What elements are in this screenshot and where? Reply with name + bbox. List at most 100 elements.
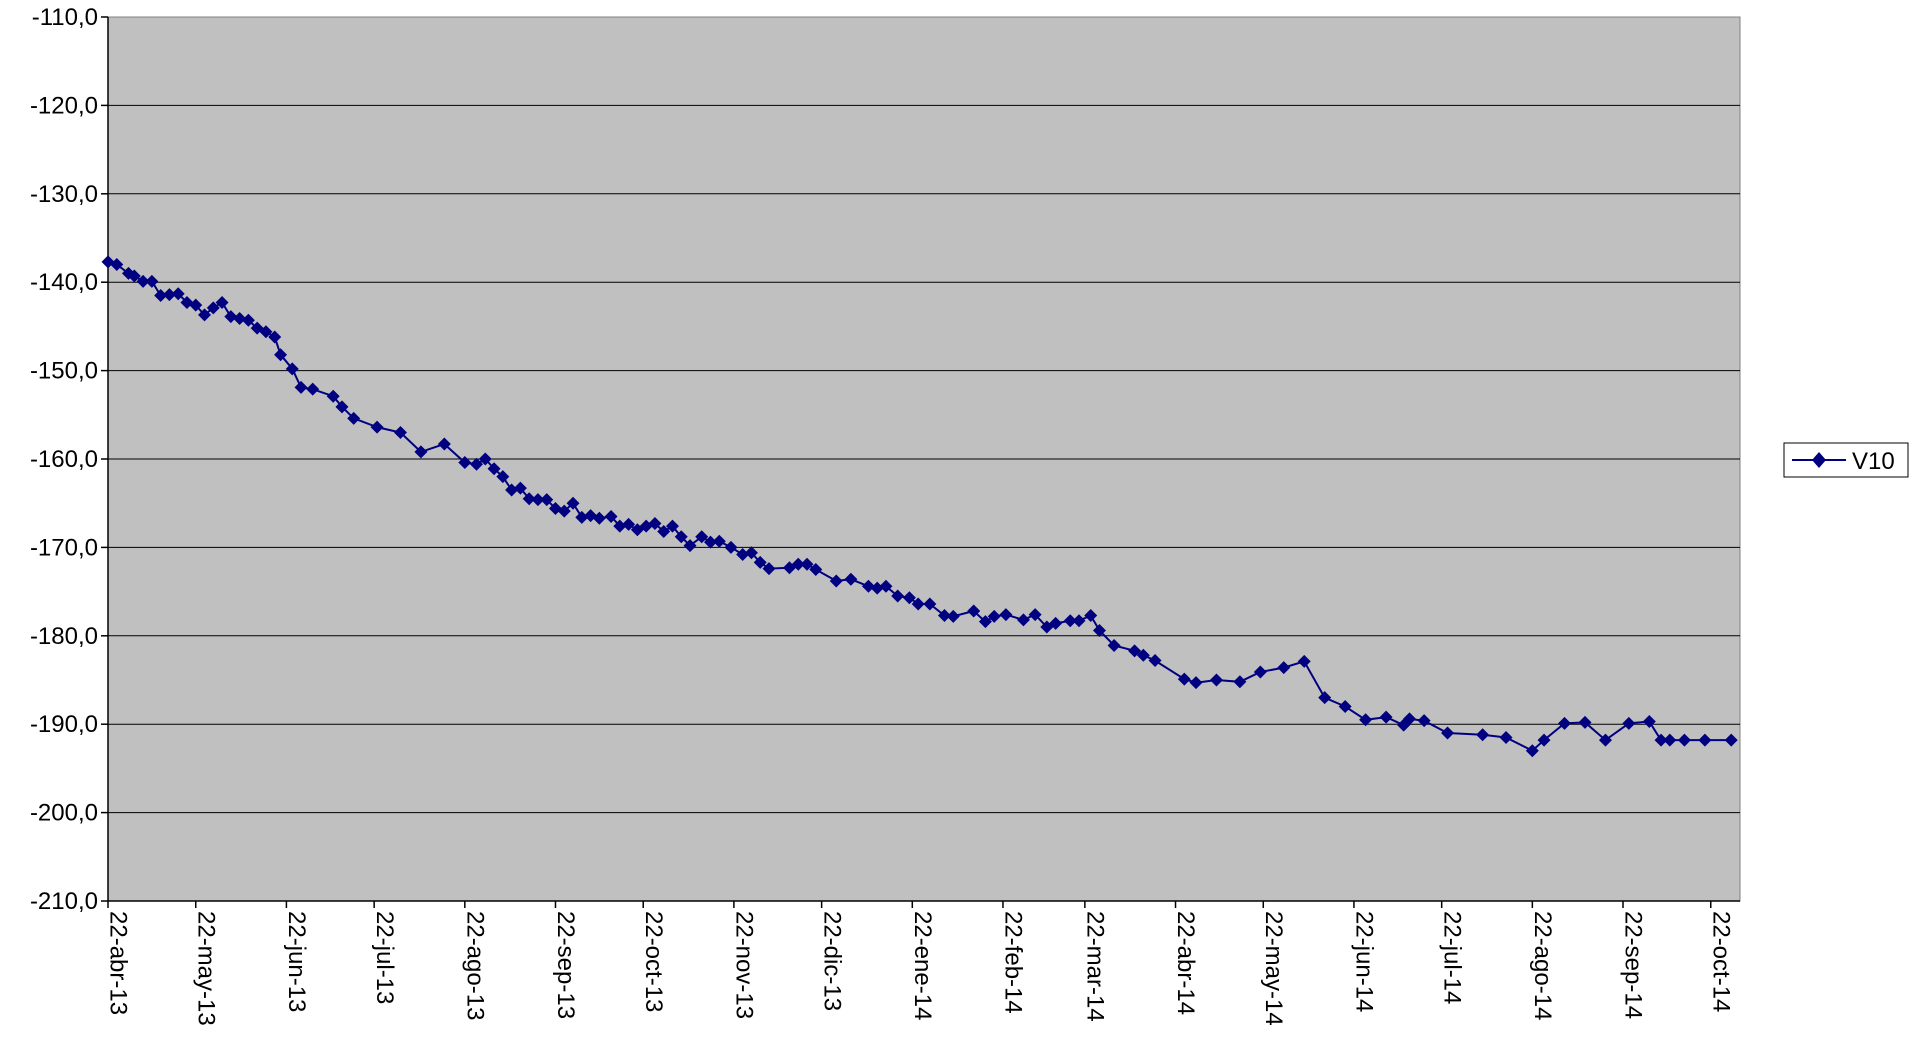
legend-diamond-marker bbox=[1812, 452, 1826, 468]
x-tick-label: 22-ago-14 bbox=[1529, 911, 1556, 1020]
x-tick-label: 22-oct-13 bbox=[640, 911, 667, 1012]
x-tick-label: 22-sep-13 bbox=[552, 911, 579, 1019]
data-point-v10 bbox=[414, 445, 428, 459]
y-tick-label: -120,0 bbox=[30, 92, 98, 119]
data-point-v10 bbox=[861, 579, 875, 593]
data-point-v10 bbox=[233, 311, 247, 325]
data-point-v10 bbox=[470, 457, 484, 471]
data-point-v10 bbox=[736, 547, 750, 561]
data-point-v10 bbox=[987, 609, 1001, 623]
data-point-v10 bbox=[800, 557, 814, 571]
data-point-v10 bbox=[437, 437, 451, 451]
data-point-v10 bbox=[294, 380, 308, 394]
y-tick-label: -210,0 bbox=[30, 888, 98, 915]
data-point-v10 bbox=[762, 562, 776, 576]
data-point-v10 bbox=[1107, 639, 1121, 653]
data-point-v10 bbox=[575, 510, 589, 524]
data-point-v10 bbox=[347, 411, 361, 425]
data-point-v10 bbox=[1209, 673, 1223, 687]
x-tick-label: 22-ene-14 bbox=[909, 911, 936, 1020]
data-point-v10 bbox=[1297, 654, 1311, 668]
data-point-v10 bbox=[215, 296, 229, 310]
x-tick-label: 22-mar-14 bbox=[1082, 911, 1109, 1022]
y-tick-label: -150,0 bbox=[30, 358, 98, 385]
data-point-v10 bbox=[1016, 613, 1030, 627]
data-point-v10 bbox=[1598, 733, 1612, 747]
data-point-v10 bbox=[522, 492, 536, 506]
data-point-v10 bbox=[268, 330, 282, 344]
x-tick-label: 22-abr-13 bbox=[105, 911, 132, 1015]
data-point-v10 bbox=[393, 425, 407, 439]
x-tick-label: 22-oct-14 bbox=[1707, 911, 1734, 1012]
data-point-v10 bbox=[1233, 675, 1247, 689]
y-tick-label: -130,0 bbox=[30, 181, 98, 208]
series-v10 bbox=[101, 255, 1738, 758]
data-point-v10 bbox=[879, 579, 893, 593]
data-point-v10 bbox=[665, 519, 679, 533]
data-point-v10 bbox=[1698, 733, 1712, 747]
legend: V10 bbox=[1783, 442, 1909, 478]
data-point-v10 bbox=[285, 362, 299, 376]
y-tick-label: -180,0 bbox=[30, 623, 98, 650]
y-tick-label: -140,0 bbox=[30, 269, 98, 296]
data-point-v10 bbox=[1654, 733, 1668, 747]
data-point-v10 bbox=[206, 301, 220, 315]
data-point-v10 bbox=[1092, 623, 1106, 637]
data-point-v10 bbox=[1417, 714, 1431, 728]
data-point-v10 bbox=[1663, 733, 1677, 747]
data-point-v10 bbox=[946, 609, 960, 623]
data-point-v10 bbox=[370, 420, 384, 434]
y-tick-label: -170,0 bbox=[30, 534, 98, 561]
data-point-v10 bbox=[259, 325, 273, 339]
data-point-v10 bbox=[911, 597, 925, 611]
data-point-v10 bbox=[458, 456, 472, 470]
data-point-v10 bbox=[110, 258, 124, 272]
data-point-v10 bbox=[1338, 700, 1352, 714]
data-point-v10 bbox=[937, 608, 951, 622]
legend-label-v10: V10 bbox=[1852, 448, 1895, 475]
data-point-v10 bbox=[978, 615, 992, 629]
y-tick-label: -160,0 bbox=[30, 446, 98, 473]
data-point-v10 bbox=[154, 288, 168, 302]
data-point-v10 bbox=[695, 530, 709, 544]
data-point-v10 bbox=[1028, 608, 1042, 622]
data-point-v10 bbox=[1072, 614, 1086, 628]
data-point-v10 bbox=[189, 298, 203, 312]
data-point-v10 bbox=[1578, 715, 1592, 729]
data-point-v10 bbox=[496, 470, 510, 484]
data-point-v10 bbox=[724, 540, 738, 554]
data-point-v10 bbox=[683, 539, 697, 553]
data-point-v10 bbox=[613, 519, 627, 533]
data-point-v10 bbox=[1253, 665, 1267, 679]
data-point-v10 bbox=[809, 563, 823, 576]
data-point-v10 bbox=[604, 509, 618, 523]
data-point-v10 bbox=[1622, 716, 1636, 730]
data-point-v10 bbox=[1476, 728, 1490, 742]
x-tick-label: 22-feb-14 bbox=[1000, 911, 1027, 1014]
data-point-v10 bbox=[999, 608, 1013, 622]
x-tick-label: 22-jun-13 bbox=[283, 911, 310, 1012]
data-point-v10 bbox=[224, 310, 238, 324]
data-point-v10 bbox=[162, 288, 176, 302]
y-tick-label: -190,0 bbox=[30, 711, 98, 738]
data-point-v10 bbox=[1724, 733, 1738, 747]
x-tick-label: 22-jun-14 bbox=[1351, 911, 1378, 1012]
data-point-v10 bbox=[306, 382, 320, 396]
x-tick-label: 22-nov-13 bbox=[731, 911, 758, 1019]
x-tick-label: 22-may-14 bbox=[1260, 911, 1287, 1026]
data-point-v10 bbox=[566, 496, 580, 510]
data-point-v10 bbox=[1148, 654, 1162, 668]
data-point-v10 bbox=[1537, 733, 1551, 747]
data-point-v10 bbox=[891, 589, 905, 603]
data-point-v10 bbox=[1558, 716, 1572, 730]
data-point-v10 bbox=[1318, 691, 1332, 705]
data-point-v10 bbox=[1642, 715, 1656, 729]
data-point-v10 bbox=[1049, 616, 1063, 630]
data-point-v10 bbox=[171, 287, 185, 301]
data-point-v10 bbox=[1525, 744, 1539, 758]
data-point-v10 bbox=[326, 389, 340, 403]
data-point-v10 bbox=[505, 483, 519, 497]
data-point-v10 bbox=[127, 269, 141, 283]
data-point-v10 bbox=[1177, 672, 1191, 686]
data-point-v10 bbox=[1084, 608, 1098, 622]
